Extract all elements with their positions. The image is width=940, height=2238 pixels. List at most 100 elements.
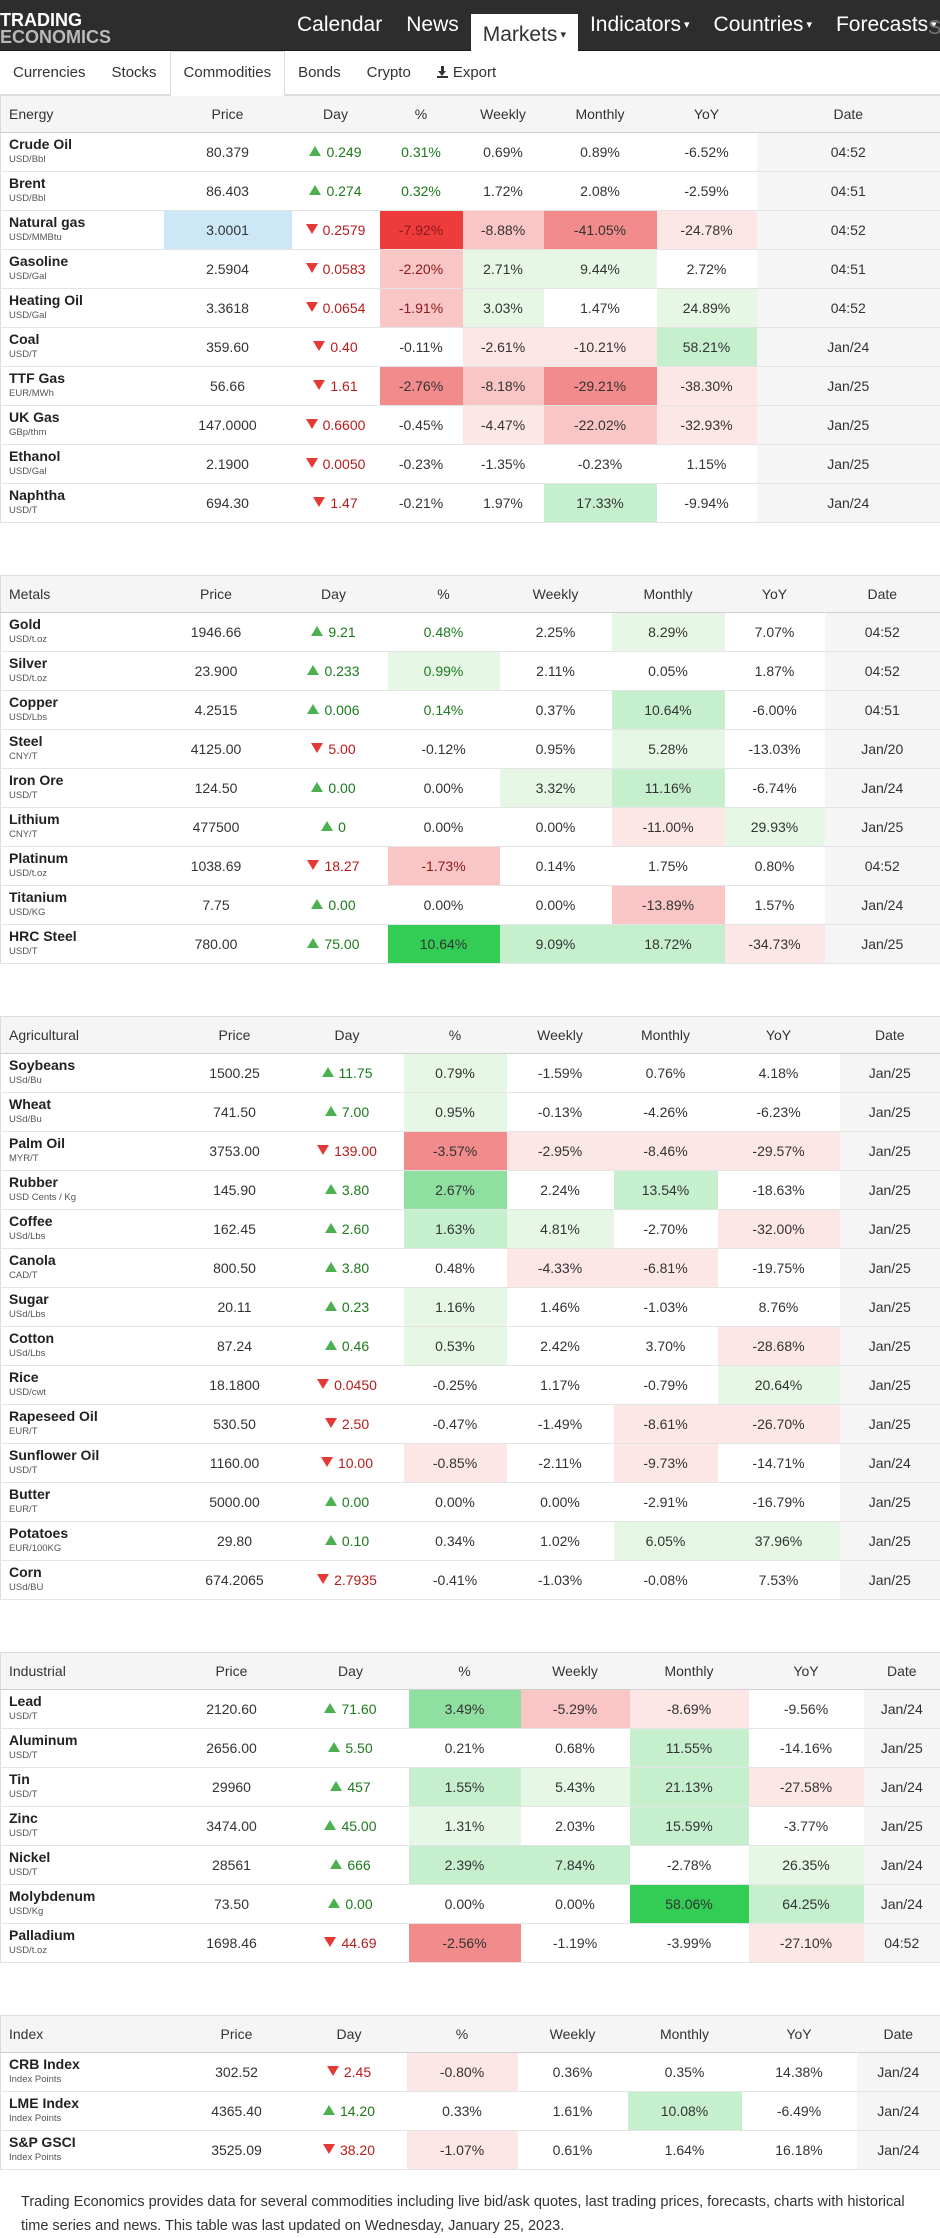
tab-commodities[interactable]: Commodities: [170, 51, 286, 96]
column-header-monthly[interactable]: Monthly: [612, 576, 725, 613]
nav-calendar[interactable]: Calendar: [285, 0, 394, 50]
column-header-day[interactable]: Day: [292, 96, 380, 133]
commodity-name[interactable]: Palm Oil: [9, 1137, 179, 1150]
commodity-name[interactable]: Coal: [9, 333, 164, 346]
commodity-name[interactable]: Corn: [9, 1566, 179, 1579]
commodity-name[interactable]: Gasoline: [9, 255, 164, 268]
commodity-name[interactable]: HRC Steel: [9, 930, 153, 943]
commodity-name[interactable]: Sunflower Oil: [9, 1449, 179, 1462]
column-header-weekly[interactable]: Weekly: [518, 2016, 628, 2053]
commodity-name[interactable]: Aluminum: [9, 1734, 171, 1747]
column-header-date[interactable]: Date: [857, 2016, 940, 2053]
column-header-day[interactable]: Day: [291, 1017, 404, 1054]
column-header-weekly[interactable]: Weekly: [463, 96, 544, 133]
commodity-name[interactable]: Steel: [9, 735, 153, 748]
nav-indicators[interactable]: Indicators▾: [578, 0, 702, 50]
column-header-pct[interactable]: %: [407, 2016, 518, 2053]
commodity-name[interactable]: Crude Oil: [9, 138, 164, 151]
column-header-pct[interactable]: %: [388, 576, 500, 613]
column-header-yoy[interactable]: YoY: [725, 576, 825, 613]
column-header-yoy[interactable]: YoY: [657, 96, 757, 133]
nav-markets[interactable]: Markets▾: [471, 14, 578, 55]
column-header-price[interactable]: Price: [179, 1017, 291, 1054]
column-header-yoy[interactable]: YoY: [742, 2016, 857, 2053]
commodity-name[interactable]: Soybeans: [9, 1059, 179, 1072]
search-partial[interactable]: S: [928, 17, 940, 40]
commodity-name[interactable]: Lead: [9, 1695, 171, 1708]
export-button[interactable]: Export: [424, 51, 509, 94]
column-header-weekly[interactable]: Weekly: [500, 576, 612, 613]
commodity-name[interactable]: Naphtha: [9, 489, 164, 502]
column-header-day[interactable]: Day: [280, 576, 388, 613]
column-header-price[interactable]: Price: [182, 2016, 292, 2053]
commodity-name[interactable]: Iron Ore: [9, 774, 153, 787]
commodity-name[interactable]: Tin: [9, 1773, 171, 1786]
commodity-name[interactable]: Butter: [9, 1488, 179, 1501]
column-header-price[interactable]: Price: [171, 1653, 293, 1690]
commodity-name[interactable]: Rubber: [9, 1176, 179, 1189]
nav-countries[interactable]: Countries▾: [702, 0, 824, 50]
tab-crypto[interactable]: Crypto: [354, 51, 424, 94]
column-header-monthly[interactable]: Monthly: [628, 2016, 742, 2053]
nav-news[interactable]: News: [394, 0, 471, 50]
commodity-name[interactable]: Wheat: [9, 1098, 179, 1111]
commodity-name[interactable]: Silver: [9, 657, 153, 670]
column-header-monthly[interactable]: Monthly: [630, 1653, 749, 1690]
commodity-name[interactable]: Molybdenum: [9, 1890, 171, 1903]
